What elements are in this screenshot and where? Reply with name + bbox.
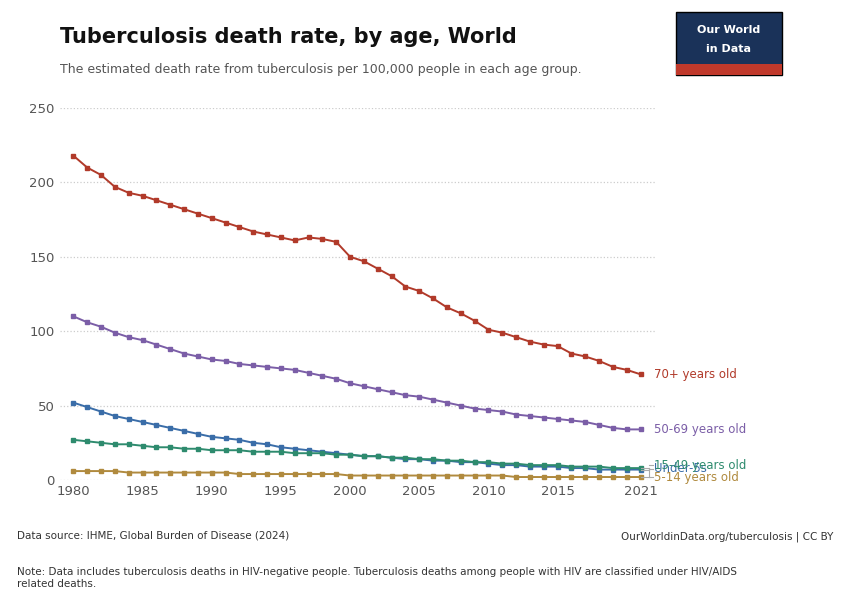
FancyBboxPatch shape xyxy=(676,12,782,75)
Text: The estimated death rate from tuberculosis per 100,000 people in each age group.: The estimated death rate from tuberculos… xyxy=(60,63,581,76)
Text: Our World: Our World xyxy=(697,25,761,35)
Text: 50-69 years old: 50-69 years old xyxy=(654,423,747,436)
Text: 15-49 years old: 15-49 years old xyxy=(654,458,747,472)
Text: Tuberculosis death rate, by age, World: Tuberculosis death rate, by age, World xyxy=(60,27,516,47)
Text: 70+ years old: 70+ years old xyxy=(654,368,737,381)
Text: Data source: IHME, Global Burden of Disease (2024): Data source: IHME, Global Burden of Dise… xyxy=(17,531,289,541)
Text: Under-5s: Under-5s xyxy=(654,463,707,475)
Text: Note: Data includes tuberculosis deaths in HIV-negative people. Tuberculosis dea: Note: Data includes tuberculosis deaths … xyxy=(17,567,737,589)
Bar xyxy=(676,64,782,75)
Text: 5-14 years old: 5-14 years old xyxy=(654,470,740,484)
Text: in Data: in Data xyxy=(706,44,751,53)
Text: OurWorldinData.org/tuberculosis | CC BY: OurWorldinData.org/tuberculosis | CC BY xyxy=(620,531,833,541)
